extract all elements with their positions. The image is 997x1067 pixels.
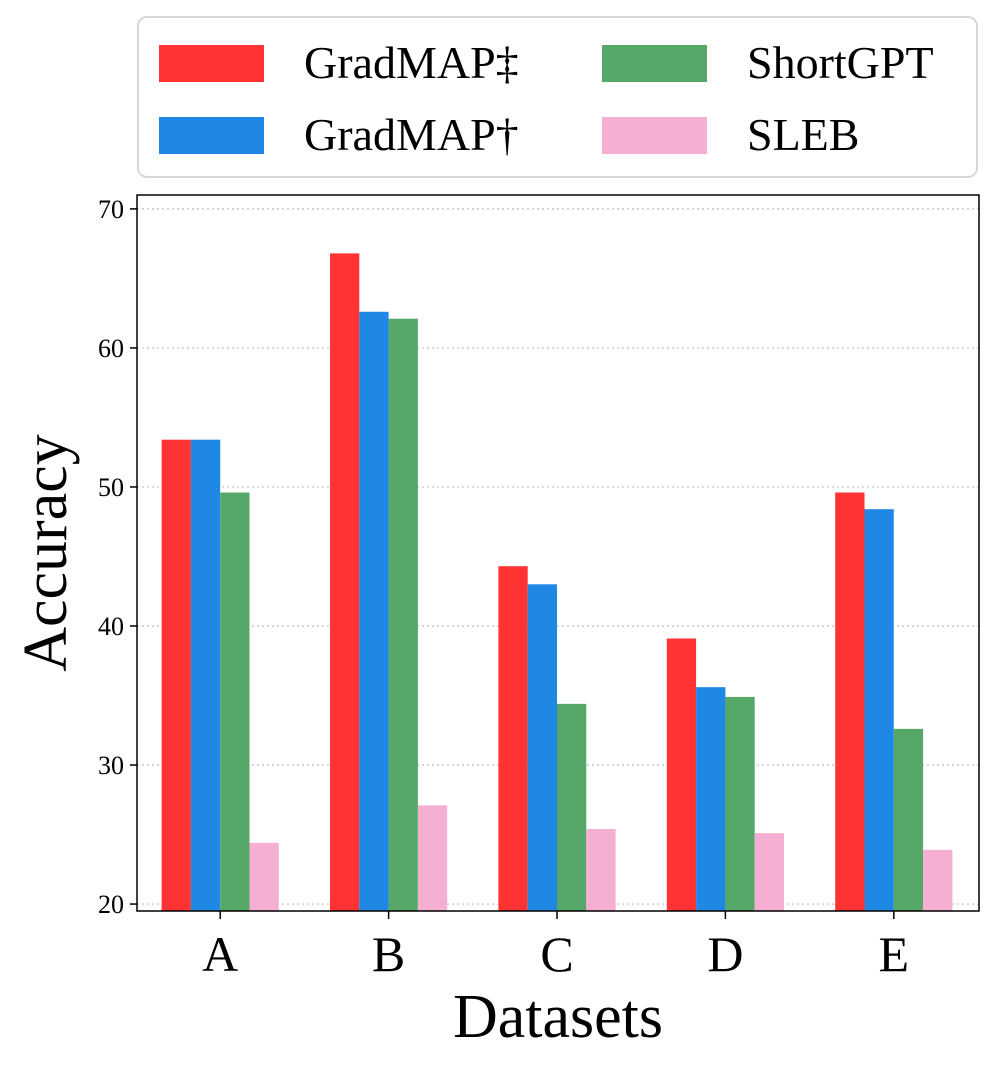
legend-item-gradmap-dagger: GradMAP† <box>159 112 519 158</box>
x-tick-label-D: D <box>707 926 743 982</box>
y-tick-label-30: 30 <box>98 751 124 780</box>
legend-label-gradmap-dagger: GradMAP† <box>304 109 519 160</box>
legend-label-gradmap-double-dagger: GradMAP‡ <box>304 37 519 88</box>
y-axis-label: Accuracy <box>12 434 80 672</box>
legend-swatch-gradmap-double-dagger <box>159 44 264 82</box>
bar-D-series-3 <box>754 833 784 911</box>
x-axis-ticks: A B C D E <box>202 911 909 982</box>
x-tick-label-A: A <box>202 926 238 982</box>
bar-E-series-3 <box>923 849 953 911</box>
legend-label-shortgpt: ShortGPT <box>747 37 934 88</box>
y-tick-label-40: 40 <box>98 612 124 641</box>
bar-C-series-3 <box>586 828 616 911</box>
bar-A-series-0 <box>161 439 191 911</box>
bar-D-series-0 <box>666 638 697 911</box>
legend-swatch-sleb <box>602 116 707 154</box>
legend-swatch-gradmap-dagger <box>159 116 264 154</box>
bar-E-series-1 <box>864 509 894 911</box>
x-tick-label-C: C <box>540 926 573 982</box>
plot-frame <box>136 194 980 912</box>
x-tick-label-B: B <box>372 926 405 982</box>
bar-D-series-1 <box>696 687 726 911</box>
x-axis-label: Datasets <box>453 983 663 1051</box>
bars <box>161 253 953 912</box>
legend-item-shortgpt: ShortGPT <box>602 40 934 86</box>
y-tick-label-50: 50 <box>98 473 124 502</box>
y-tick-label-20: 20 <box>98 890 124 919</box>
bar-C-series-2 <box>557 703 587 911</box>
bar-B-series-3 <box>417 805 448 911</box>
y-axis-ticks: 20 30 40 50 60 70 <box>98 195 137 919</box>
bar-B-series-0 <box>330 253 360 912</box>
legend-label-sleb: SLEB <box>747 109 860 160</box>
x-tick-label-E: E <box>879 926 910 982</box>
bar-A-series-1 <box>190 439 221 911</box>
legend-swatch-shortgpt <box>602 44 707 82</box>
y-tick-label-70: 70 <box>98 195 124 224</box>
bar-E-series-2 <box>893 728 924 911</box>
legend: GradMAP‡ GradMAP† ShortGPT SLEB <box>137 16 978 178</box>
legend-item-sleb: SLEB <box>602 112 859 158</box>
bar-D-series-2 <box>725 696 755 911</box>
bar-B-series-1 <box>359 311 389 912</box>
bar-C-series-0 <box>498 566 528 911</box>
bar-E-series-0 <box>835 492 865 911</box>
bar-A-series-3 <box>249 842 279 911</box>
legend-item-gradmap-double-dagger: GradMAP‡ <box>159 40 519 86</box>
bar-B-series-2 <box>388 318 418 911</box>
bar-A-series-2 <box>220 492 250 911</box>
bar-C-series-1 <box>527 584 557 911</box>
y-tick-label-60: 60 <box>98 334 124 363</box>
